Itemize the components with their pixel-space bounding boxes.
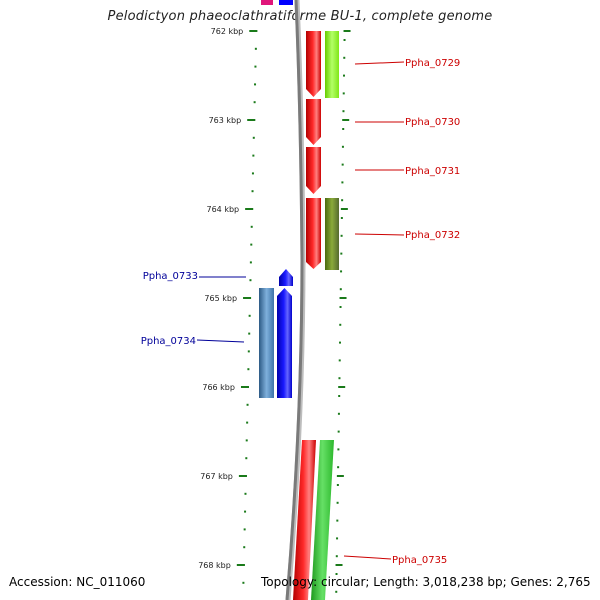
accession-text: Accession: NC_011060: [9, 575, 146, 589]
gene-ppha-0731-arrow[interactable]: [306, 147, 321, 194]
axis-tick-label: 765 kbp: [204, 294, 237, 303]
label-ppha-0734[interactable]: Ppha_0734: [141, 336, 196, 347]
gene-ppha-0735-arrow[interactable]: [293, 440, 316, 600]
left-tick-track: [236, 30, 258, 584]
axis-tick-labels: 762 kbp 763 kbp 764 kbp 765 kbp 766 kbp 767 k…: [198, 27, 243, 570]
feature-partial-top-magenta: [261, 0, 273, 5]
label-ppha-0735[interactable]: Ppha_0735: [392, 555, 447, 566]
leader-line-ppha-0732: [354, 233, 405, 236]
label-ppha-0733[interactable]: Ppha_0733: [143, 271, 198, 282]
gene-ppha-0734-arrow[interactable]: [277, 288, 292, 398]
axis-tick-label: 766 kbp: [202, 383, 235, 392]
axis-tick-label: 764 kbp: [207, 205, 240, 214]
topology-text: Topology: circular; Length: 3,018,238 bp…: [261, 575, 591, 589]
label-ppha-0731[interactable]: Ppha_0731: [405, 166, 460, 177]
label-ppha-0729[interactable]: Ppha_0729: [405, 58, 460, 69]
right-tick-track: [335, 30, 351, 593]
feature-partial-top-blue: [279, 0, 293, 5]
gene-ppha-0733-arrow[interactable]: [279, 269, 293, 286]
axis-tick-label: 768 kbp: [198, 561, 231, 570]
label-ppha-0730[interactable]: Ppha_0730: [405, 117, 460, 128]
gene-ppha-0732-cds[interactable]: [325, 198, 339, 270]
gene-ppha-0729-arrow[interactable]: [306, 31, 321, 97]
gene-ppha-0729-cds[interactable]: [325, 31, 339, 98]
genome-backbone: [285, 0, 304, 600]
gene-ppha-0732-arrow[interactable]: [306, 198, 321, 269]
leader-line-ppha-0729: [354, 61, 405, 65]
gene-ppha-0734-cds[interactable]: [259, 288, 274, 398]
gene-ppha-0730-arrow[interactable]: [306, 99, 321, 145]
leader-line-ppha-0734: [196, 339, 245, 343]
axis-tick-label: 763 kbp: [209, 116, 242, 125]
axis-tick-label: 762 kbp: [211, 27, 244, 36]
gene-ppha-0735-cds[interactable]: [311, 440, 334, 600]
leader-line-ppha-0735: [343, 555, 392, 560]
label-ppha-0732[interactable]: Ppha_0732: [405, 230, 460, 241]
axis-tick-label: 767 kbp: [200, 472, 233, 481]
